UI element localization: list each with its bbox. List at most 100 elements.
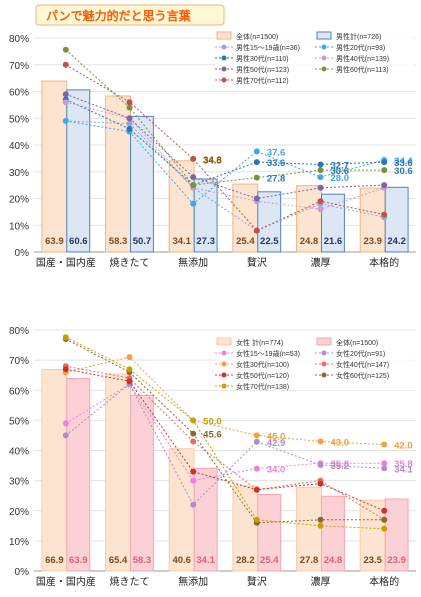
y-tick-label: 10% bbox=[9, 221, 29, 232]
y-tick-label: 40% bbox=[9, 141, 29, 152]
series-point bbox=[253, 465, 260, 472]
bar-value-label: 23.9 bbox=[363, 236, 382, 247]
value-annotation: 42.0 bbox=[394, 440, 413, 451]
y-tick-label: 30% bbox=[9, 477, 29, 488]
bar-value-label: 58.3 bbox=[109, 236, 128, 247]
value-annotation: 33.6 bbox=[267, 158, 286, 169]
bar-value-label: 25.4 bbox=[236, 236, 255, 247]
legend-swatch bbox=[221, 77, 227, 83]
series-point bbox=[317, 198, 324, 205]
bar-value-label: 58.3 bbox=[133, 555, 152, 566]
bar bbox=[359, 499, 386, 572]
bar bbox=[66, 89, 91, 253]
category-label: 濃厚 bbox=[311, 256, 331, 269]
legend-label: 女性60代(n=125) bbox=[336, 371, 389, 380]
y-tick-label: 50% bbox=[9, 114, 29, 125]
series-point bbox=[253, 195, 260, 202]
series-point bbox=[317, 522, 324, 529]
y-tick-label: 80% bbox=[9, 326, 29, 337]
y-tick-label: 70% bbox=[9, 356, 29, 367]
legend-swatch bbox=[321, 372, 327, 378]
series-point bbox=[190, 438, 197, 445]
bar-value-label: 24.8 bbox=[324, 555, 343, 566]
series-point bbox=[381, 211, 388, 218]
legend-label: 全体(n=1500) bbox=[236, 32, 278, 41]
bar bbox=[193, 178, 218, 253]
bar bbox=[105, 95, 131, 253]
series-point bbox=[253, 432, 260, 439]
series-point bbox=[381, 159, 388, 166]
series-point bbox=[190, 501, 197, 508]
bar-value-label: 24.8 bbox=[300, 236, 319, 247]
series-point bbox=[381, 516, 388, 523]
value-annotation: 50.0 bbox=[203, 416, 222, 427]
series-point bbox=[253, 159, 260, 166]
y-tick-label: 0% bbox=[15, 567, 30, 578]
legend-label: 全体(n=1500) bbox=[336, 338, 378, 347]
legend-swatch bbox=[221, 44, 227, 50]
series-point bbox=[126, 125, 133, 132]
series-point bbox=[126, 354, 133, 361]
legend-label: 男性50代(n=123) bbox=[236, 65, 289, 74]
series-point bbox=[317, 462, 324, 468]
legend-swatch bbox=[321, 55, 327, 61]
y-tick-label: 10% bbox=[9, 537, 29, 548]
title-box bbox=[35, 4, 225, 26]
bar-value-label: 22.5 bbox=[260, 236, 279, 247]
value-annotation: 30.6 bbox=[394, 166, 413, 177]
bar bbox=[130, 394, 154, 572]
bar-value-label: 24.2 bbox=[387, 236, 406, 247]
series-point bbox=[62, 99, 69, 106]
bar-value-label: 63.9 bbox=[45, 236, 64, 247]
category-label: 無添加 bbox=[178, 575, 208, 588]
series-point bbox=[253, 516, 260, 523]
bar bbox=[257, 191, 282, 253]
bar-value-label: 25.4 bbox=[260, 555, 279, 566]
legend-swatch bbox=[221, 55, 227, 61]
y-tick-label: 60% bbox=[9, 386, 29, 397]
legend: 女性 計(n=774) 全体(n=1500) 女性15～19歳(n=53) 女性20代… bbox=[215, 336, 415, 391]
category-label: 焼きたて bbox=[110, 576, 150, 588]
value-annotation: 34.8 bbox=[203, 155, 222, 166]
category-label: 本格的 bbox=[369, 256, 399, 269]
legend-label: 女性15～19歳(n=53) bbox=[236, 349, 300, 358]
legend-swatch bbox=[221, 66, 227, 72]
value-annotation: 42.9 bbox=[267, 438, 286, 449]
series-point bbox=[381, 167, 388, 174]
series-point bbox=[62, 432, 69, 439]
y-tick-label: 30% bbox=[9, 168, 29, 179]
category-label: 無添加 bbox=[178, 256, 208, 269]
bar-value-label: 27.3 bbox=[196, 236, 215, 247]
legend-swatch bbox=[221, 383, 227, 389]
series-point bbox=[317, 438, 324, 445]
series-point bbox=[190, 468, 197, 475]
bar bbox=[130, 115, 154, 253]
legend-label: 女性 計(n=774) bbox=[236, 338, 283, 347]
series-point bbox=[190, 417, 197, 424]
series-line bbox=[65, 64, 385, 232]
series-point bbox=[62, 91, 69, 98]
series-point bbox=[62, 366, 69, 373]
bar-value-label: 50.7 bbox=[133, 236, 152, 247]
series-line bbox=[65, 338, 385, 524]
series-point bbox=[253, 148, 260, 155]
value-annotation: 30.6 bbox=[331, 166, 350, 177]
legend-swatch bbox=[221, 350, 227, 356]
bar-value-label: 23.5 bbox=[363, 555, 382, 566]
series-point bbox=[381, 460, 388, 467]
category-label: 焼きたて bbox=[110, 257, 150, 269]
value-annotation: 35.2 bbox=[331, 461, 350, 472]
legend-label: 男性70代(n=112) bbox=[236, 76, 289, 85]
series-point bbox=[62, 46, 69, 53]
legend-swatch bbox=[321, 66, 327, 72]
series-point bbox=[62, 420, 69, 427]
value-annotation: 45.6 bbox=[203, 430, 222, 441]
legend-label: 女性20代(n=91) bbox=[336, 349, 385, 358]
legend-label: 女性40代(n=147) bbox=[336, 360, 389, 369]
legend-label: 男性15～19歳(n=36) bbox=[236, 43, 300, 52]
y-tick-label: 80% bbox=[9, 34, 29, 45]
series-line bbox=[65, 101, 385, 210]
series-point bbox=[317, 480, 324, 487]
